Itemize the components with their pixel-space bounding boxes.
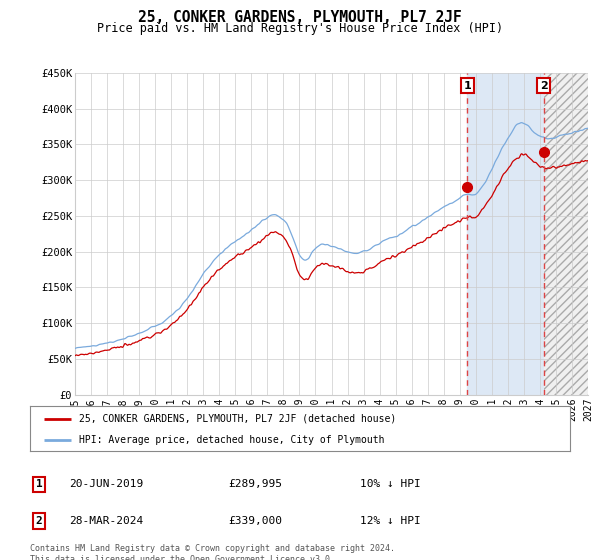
Bar [544, 73, 588, 395]
Text: 25, CONKER GARDENS, PLYMOUTH, PL7 2JF (detached house): 25, CONKER GARDENS, PLYMOUTH, PL7 2JF (d… [79, 413, 396, 423]
Text: £289,995: £289,995 [228, 479, 282, 489]
Text: 12% ↓ HPI: 12% ↓ HPI [360, 516, 421, 526]
Text: 28-MAR-2024: 28-MAR-2024 [69, 516, 143, 526]
Text: 1: 1 [35, 479, 43, 489]
Text: 25, CONKER GARDENS, PLYMOUTH, PL7 2JF: 25, CONKER GARDENS, PLYMOUTH, PL7 2JF [138, 10, 462, 25]
Text: Contains HM Land Registry data © Crown copyright and database right 2024.
This d: Contains HM Land Registry data © Crown c… [30, 544, 395, 560]
Text: £339,000: £339,000 [228, 516, 282, 526]
Bar [467, 73, 544, 395]
Text: 1: 1 [463, 81, 471, 91]
Text: HPI: Average price, detached house, City of Plymouth: HPI: Average price, detached house, City… [79, 435, 384, 445]
Text: 10% ↓ HPI: 10% ↓ HPI [360, 479, 421, 489]
Bar [544, 73, 588, 395]
Text: 2: 2 [540, 81, 548, 91]
Text: Price paid vs. HM Land Registry's House Price Index (HPI): Price paid vs. HM Land Registry's House … [97, 22, 503, 35]
Text: 2: 2 [35, 516, 43, 526]
Text: 20-JUN-2019: 20-JUN-2019 [69, 479, 143, 489]
